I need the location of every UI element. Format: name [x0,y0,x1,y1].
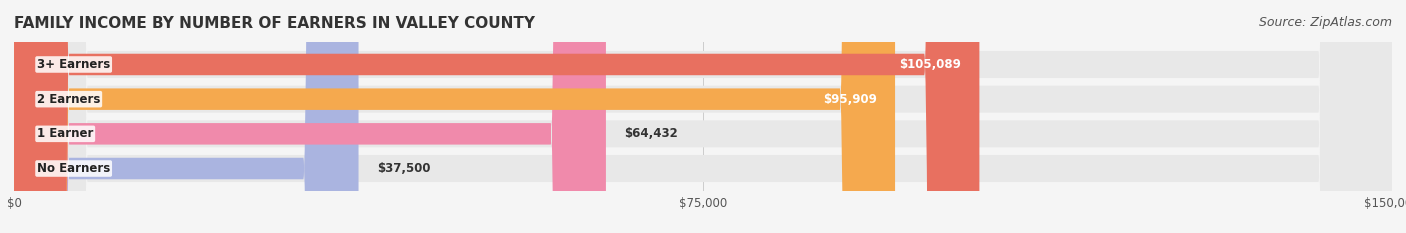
Text: $95,909: $95,909 [823,93,877,106]
Text: $37,500: $37,500 [377,162,430,175]
FancyBboxPatch shape [14,0,1392,233]
FancyBboxPatch shape [14,0,980,233]
Text: 3+ Earners: 3+ Earners [37,58,110,71]
Text: Source: ZipAtlas.com: Source: ZipAtlas.com [1258,16,1392,29]
Text: 1 Earner: 1 Earner [37,127,93,140]
FancyBboxPatch shape [14,0,1392,233]
Text: FAMILY INCOME BY NUMBER OF EARNERS IN VALLEY COUNTY: FAMILY INCOME BY NUMBER OF EARNERS IN VA… [14,16,536,31]
Text: No Earners: No Earners [37,162,110,175]
FancyBboxPatch shape [14,0,1392,233]
FancyBboxPatch shape [14,0,606,233]
Text: $105,089: $105,089 [900,58,962,71]
FancyBboxPatch shape [14,0,896,233]
FancyBboxPatch shape [14,0,1392,233]
Text: $64,432: $64,432 [624,127,678,140]
Text: 2 Earners: 2 Earners [37,93,100,106]
FancyBboxPatch shape [14,0,359,233]
